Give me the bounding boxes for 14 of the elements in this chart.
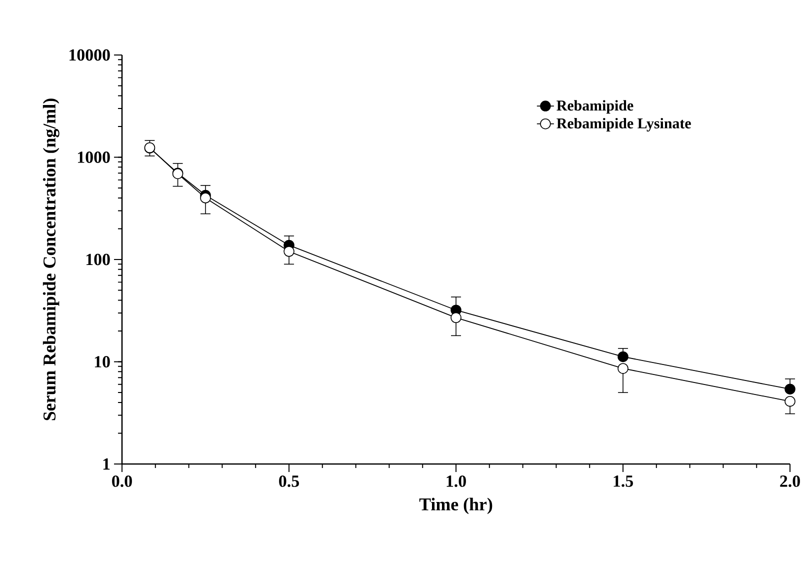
x-tick-label: 1.5 [614, 475, 633, 487]
y-tick-label: 10 [94, 356, 110, 368]
legend-label: Rebamipide Lysinate [556, 118, 691, 132]
x-tick-label: 0.0 [112, 475, 132, 487]
x-tick-label: 2.0 [780, 475, 800, 487]
y-tick-label: 100 [86, 254, 110, 266]
y-tick-label: 1000 [78, 152, 110, 163]
y-axis-title: Serum Rebamipide Concentration (ng/ml) [42, 98, 60, 420]
y-tick-label: 10000 [70, 49, 110, 61]
y-tick-label: 1 [103, 458, 110, 470]
x-axis-title: Time (hr) [419, 498, 492, 514]
legend-label: Rebamipide [556, 100, 634, 114]
x-tick-label: 1.0 [446, 475, 466, 487]
x-tick-label: 0.5 [279, 475, 299, 487]
